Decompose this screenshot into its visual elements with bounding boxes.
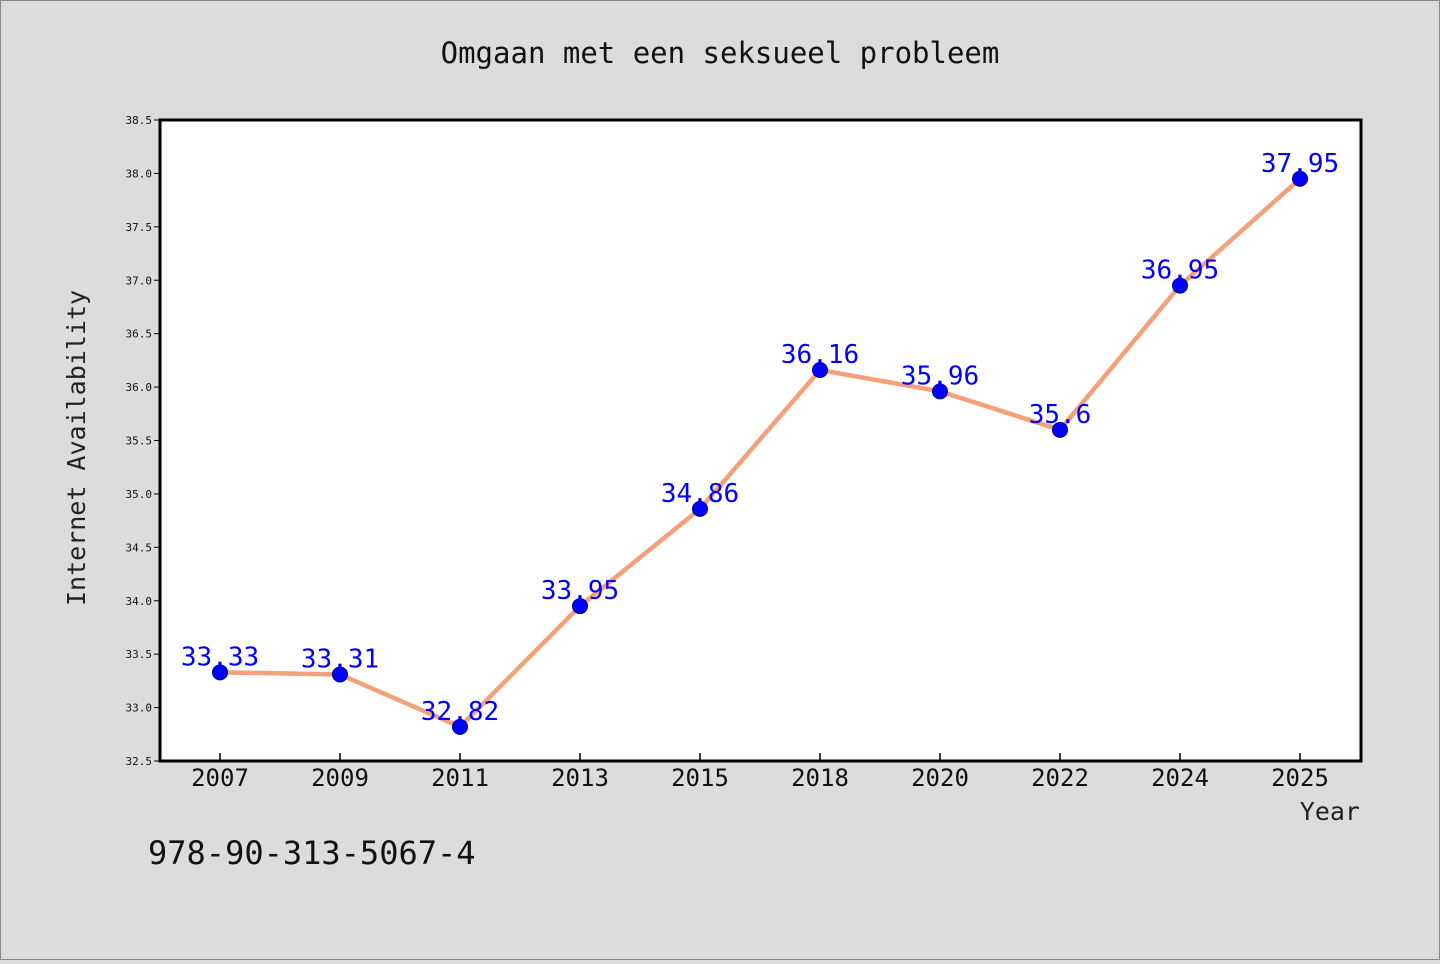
y-tick-label: 36.5 — [126, 328, 153, 341]
y-axis: 32.5 33.0 33.5 34.0 34.5 35.0 35.5 36.0 36.5 37.0… — [126, 114, 160, 768]
data-label: 35.96 — [901, 361, 979, 391]
x-tick-label: 2009 — [311, 764, 369, 792]
x-tick-label: 2015 — [671, 764, 729, 792]
x-tick-label: 2022 — [1031, 764, 1089, 792]
data-label: 33.95 — [541, 576, 619, 606]
data-label: 35.6 — [1029, 400, 1092, 430]
y-tick-label: 35.0 — [126, 488, 153, 501]
x-tick-label: 2018 — [791, 764, 849, 792]
chart-title: Omgaan met een seksueel probleem — [441, 36, 1000, 70]
x-tick-label: 2020 — [911, 764, 969, 792]
y-tick-label: 34.0 — [126, 595, 153, 608]
data-point — [332, 666, 348, 683]
data-point — [1292, 170, 1308, 187]
x-tick-label: 2011 — [431, 764, 489, 792]
data-label: 33.31 — [301, 644, 379, 674]
data-label: 36.16 — [781, 340, 859, 370]
x-tick-label: 2024 — [1151, 764, 1209, 792]
y-tick-label: 33.0 — [126, 702, 153, 715]
y-axis-label: Internet Availability — [62, 290, 91, 606]
data-label: 33.33 — [181, 642, 259, 672]
data-label: 36.95 — [1141, 256, 1219, 286]
y-tick-label: 37.5 — [126, 221, 153, 234]
isbn-text: 978-90-313-5067-4 — [148, 834, 476, 872]
y-tick-label: 33.5 — [126, 648, 153, 661]
x-tick-label: 2007 — [191, 764, 249, 792]
series-polyline — [217, 176, 1303, 730]
x-axis: 2007 2009 2011 2013 2015 2018 2020 2022 2024 2025 — [191, 753, 1329, 792]
data-points — [212, 170, 1308, 735]
x-tick-label: 2025 — [1271, 764, 1329, 792]
data-label: 32.82 — [421, 697, 499, 727]
data-point — [452, 718, 468, 735]
data-point — [692, 500, 708, 517]
data-point — [1172, 277, 1188, 294]
data-label: 37.95 — [1261, 149, 1339, 179]
y-tick-label: 35.5 — [126, 435, 153, 448]
y-tick-label: 37.0 — [126, 274, 153, 287]
y-tick-label: 32.5 — [126, 755, 153, 768]
y-tick-label: 36.0 — [126, 381, 153, 394]
x-axis-label: Year — [1300, 797, 1360, 826]
data-point — [212, 664, 228, 681]
y-tick-label: 38.5 — [126, 114, 153, 127]
y-tick-label: 34.5 — [126, 541, 153, 554]
series-line — [217, 176, 1303, 730]
data-labels: 33.33 33.31 32.82 33.95 34.86 36.16 35.96 35.6 3… — [181, 149, 1339, 727]
data-point — [572, 598, 588, 615]
x-tick-label: 2013 — [551, 764, 609, 792]
data-label: 34.86 — [661, 479, 739, 509]
data-point — [1052, 421, 1068, 438]
data-point — [932, 383, 948, 400]
data-point — [812, 361, 828, 378]
y-tick-label: 38.0 — [126, 167, 153, 180]
